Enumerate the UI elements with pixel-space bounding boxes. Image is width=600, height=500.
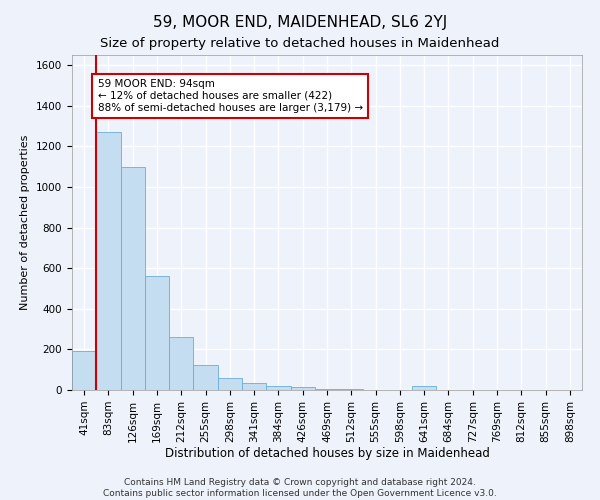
Bar [266,386,290,390]
Bar [193,364,218,390]
Bar [290,387,315,390]
Bar [145,276,169,390]
Bar [412,386,436,390]
Bar [96,132,121,390]
Text: Size of property relative to detached houses in Maidenhead: Size of property relative to detached ho… [100,38,500,51]
Bar [72,352,96,390]
Text: 59, MOOR END, MAIDENHEAD, SL6 2YJ: 59, MOOR END, MAIDENHEAD, SL6 2YJ [153,15,447,30]
Bar [218,378,242,390]
Bar [169,337,193,390]
X-axis label: Distribution of detached houses by size in Maidenhead: Distribution of detached houses by size … [164,448,490,460]
Bar [242,383,266,390]
Bar [315,389,339,390]
Bar [339,389,364,390]
Text: 59 MOOR END: 94sqm
← 12% of detached houses are smaller (422)
88% of semi-detach: 59 MOOR END: 94sqm ← 12% of detached hou… [97,80,362,112]
Y-axis label: Number of detached properties: Number of detached properties [20,135,31,310]
Bar [121,166,145,390]
Text: Contains HM Land Registry data © Crown copyright and database right 2024.
Contai: Contains HM Land Registry data © Crown c… [103,478,497,498]
